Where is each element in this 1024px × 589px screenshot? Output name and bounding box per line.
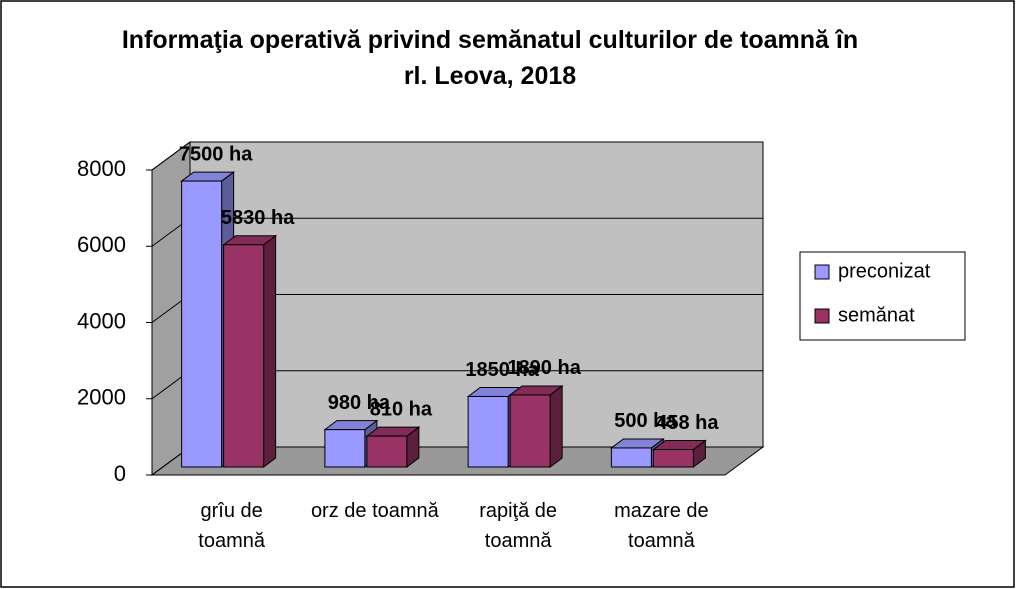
x-tick-label: mazare de toamnă [614, 500, 709, 552]
legend-label: semănat [838, 304, 915, 326]
bar [324, 429, 366, 468]
y-tick-label: 8000 [77, 156, 126, 181]
grid-side [151, 141, 191, 171]
value-label: 980 ha [328, 392, 391, 414]
value-label: 5830 ha [221, 207, 295, 229]
value-label: 1850 ha [465, 359, 539, 381]
value-label: 1890 ha [507, 357, 581, 379]
x-tick-label: grîu de toamnă [198, 500, 265, 552]
bar [509, 394, 551, 468]
value-label: 7500 ha [179, 143, 253, 165]
legend-label: preconizat [838, 260, 931, 282]
bar [366, 435, 408, 468]
bar-side [549, 384, 563, 468]
bar [610, 447, 652, 468]
value-label: 500 ha [614, 410, 677, 432]
bar [467, 395, 509, 468]
chart-title: Informaţia operativă privind semănatul c… [121, 26, 859, 90]
value-label: 458 ha [656, 412, 719, 434]
value-label: 810 ha [370, 398, 433, 420]
legend-swatch [814, 264, 830, 280]
y-tick-label: 4000 [77, 308, 126, 333]
bar [181, 180, 223, 468]
bar [223, 244, 265, 468]
y-tick-label: 6000 [77, 232, 126, 257]
legend-swatch [814, 308, 830, 324]
bar-side [263, 234, 277, 468]
x-tick-label: rapiţă de toamnă [479, 500, 558, 552]
bar [652, 449, 694, 468]
y-tick-label: 2000 [77, 385, 126, 410]
y-tick-label: 0 [114, 461, 126, 486]
x-tick-label: orz de toamnă [310, 500, 439, 522]
